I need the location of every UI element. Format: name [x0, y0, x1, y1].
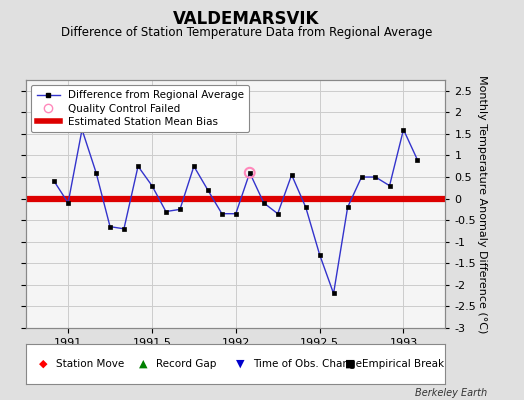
Text: Difference of Station Temperature Data from Regional Average: Difference of Station Temperature Data f…: [61, 26, 432, 39]
Text: ■: ■: [345, 359, 355, 369]
Difference from Regional Average: [149, 183, 155, 188]
Difference from Regional Average: [414, 157, 421, 162]
Difference from Regional Average: [386, 183, 392, 188]
Difference from Regional Average: [163, 209, 169, 214]
Text: VALDEMARSVIK: VALDEMARSVIK: [173, 10, 320, 28]
Difference from Regional Average: [233, 211, 239, 216]
Difference from Regional Average: [344, 205, 351, 210]
Difference from Regional Average: [400, 127, 407, 132]
Text: ◆: ◆: [39, 359, 47, 369]
Difference from Regional Average: [247, 170, 253, 175]
Difference from Regional Average: [51, 179, 57, 184]
Difference from Regional Average: [275, 211, 281, 216]
Text: Time of Obs. Change: Time of Obs. Change: [253, 359, 362, 369]
Difference from Regional Average: [79, 127, 85, 132]
Difference from Regional Average: [316, 252, 323, 257]
Text: Empirical Break: Empirical Break: [362, 359, 444, 369]
Difference from Regional Average: [121, 226, 127, 231]
Difference from Regional Average: [177, 207, 183, 212]
Difference from Regional Average: [205, 188, 211, 192]
Difference from Regional Average: [93, 170, 99, 175]
Difference from Regional Average: [107, 224, 113, 229]
Text: Station Move: Station Move: [56, 359, 124, 369]
Text: ▲: ▲: [139, 359, 148, 369]
Difference from Regional Average: [373, 175, 379, 180]
Line: Difference from Regional Average: Difference from Regional Average: [52, 127, 420, 296]
Difference from Regional Average: [65, 200, 71, 205]
Text: Record Gap: Record Gap: [156, 359, 216, 369]
Text: Berkeley Earth: Berkeley Earth: [415, 388, 487, 398]
Text: ▼: ▼: [236, 359, 244, 369]
Legend: Difference from Regional Average, Quality Control Failed, Estimated Station Mean: Difference from Regional Average, Qualit…: [31, 85, 249, 132]
Difference from Regional Average: [135, 164, 141, 169]
Difference from Regional Average: [191, 164, 197, 169]
Quality Control Failed: [246, 170, 254, 176]
Difference from Regional Average: [331, 291, 337, 296]
Difference from Regional Average: [302, 205, 309, 210]
Difference from Regional Average: [219, 211, 225, 216]
Difference from Regional Average: [260, 200, 267, 205]
Difference from Regional Average: [289, 172, 295, 177]
Y-axis label: Monthly Temperature Anomaly Difference (°C): Monthly Temperature Anomaly Difference (…: [477, 75, 487, 333]
Difference from Regional Average: [358, 175, 365, 180]
